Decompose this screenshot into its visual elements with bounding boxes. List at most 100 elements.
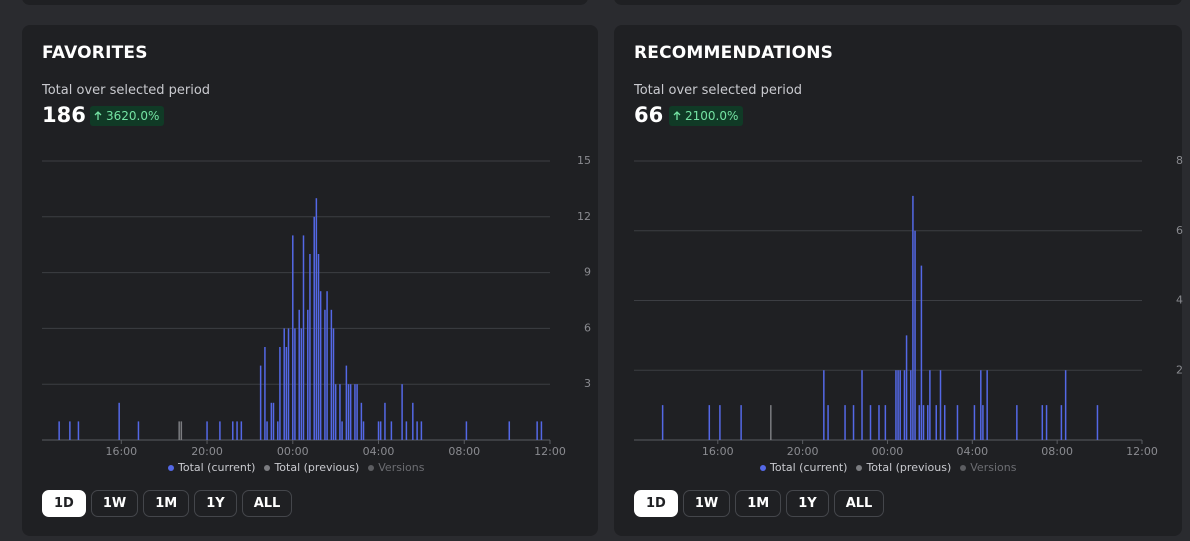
bar [180,421,183,440]
x-tick-label: 08:00 [1041,445,1073,458]
bar [279,347,281,440]
bar [844,405,846,440]
legend-item: Total (current) [168,461,255,474]
change-badge: 2100.0% [669,106,744,126]
bar [332,328,335,440]
x-tick-label: 16:00 [702,445,734,458]
card-stub [614,0,1182,5]
bar [536,421,538,440]
bar [272,402,275,440]
bar [827,405,829,440]
bar [852,405,855,440]
bar [914,230,916,440]
arrow-path [94,111,102,120]
legend-item: Versions [960,461,1016,474]
x-tick-label: 04:00 [956,445,988,458]
x-tick-label: 16:00 [105,445,137,458]
range-button[interactable]: 1W [682,490,731,517]
bar [956,405,959,440]
legend-item: Total (previous) [264,461,359,474]
bar [861,370,863,440]
x-tick-label: 20:00 [191,445,223,458]
bar [317,254,320,440]
bar [379,421,382,440]
x-tick-label: 08:00 [448,445,480,458]
bar [326,291,328,440]
bar [416,421,418,440]
bar [465,421,468,440]
bar [943,405,946,440]
bar [287,328,290,440]
bar [939,370,942,440]
bar [349,384,352,440]
bar [307,309,309,440]
bar [770,405,772,440]
bar [377,421,380,440]
bar [878,405,880,440]
bar [362,421,365,440]
bar [315,198,318,440]
legend-swatch [368,464,375,471]
range-button[interactable]: ALL [241,490,293,517]
y-tick-label: 15 [577,154,591,167]
bar [178,421,180,440]
y-tick-label: 6 [584,321,591,334]
change-value: 2100.0% [685,109,739,123]
bar [1045,405,1048,440]
bar [384,402,386,440]
bar [980,370,982,440]
bar [300,328,303,440]
bar [823,370,825,440]
bar [1060,405,1063,440]
legend-swatch [960,464,967,471]
range-buttons: 1D 1W 1M 1Y ALL [634,490,885,517]
bar [884,405,887,440]
card-stub [22,0,588,5]
bar [118,402,120,440]
bar [895,370,897,440]
bar [259,365,262,440]
bar [58,421,60,440]
legend-label: Total (previous) [866,461,952,474]
bar [927,405,929,440]
bar [339,384,341,440]
x-tick-label: 00:00 [872,445,904,458]
bar [292,235,294,440]
y-tick-label: 4 [1176,294,1183,307]
y-tick-label: 9 [584,266,591,279]
range-button[interactable]: 1D [634,490,678,517]
legend-swatch [168,464,174,471]
total-value: 186 [42,103,86,127]
bar [356,384,358,440]
bar [540,421,543,440]
bar [219,421,221,440]
range-button[interactable]: 1Y [786,490,829,517]
range-button[interactable]: 1M [735,490,782,517]
change-badge: 3620.0% [90,106,165,126]
bar [897,370,899,440]
bar [920,265,923,440]
bar [334,384,337,440]
legend-item: Total (current) [760,461,847,474]
bar [298,309,300,440]
range-button[interactable]: 1Y [194,490,237,517]
bar [69,421,71,440]
range-button[interactable]: ALL [833,490,885,517]
range-button[interactable]: 1W [90,490,139,517]
bar [347,384,350,440]
bar [420,421,423,440]
bar [982,405,984,440]
range-button[interactable]: 1D [42,490,86,517]
bar [719,405,721,440]
bar [905,335,908,440]
bar [77,421,80,440]
bar [929,370,931,440]
bar [1064,370,1067,440]
bar [508,421,511,440]
legend-label: Total (current) [770,461,848,474]
bar [324,309,326,440]
legend: Total (current) Total (previous) Versions [168,461,424,474]
bar [341,421,343,440]
range-button[interactable]: 1M [143,490,190,517]
y-tick-label: 2 [1176,363,1183,376]
